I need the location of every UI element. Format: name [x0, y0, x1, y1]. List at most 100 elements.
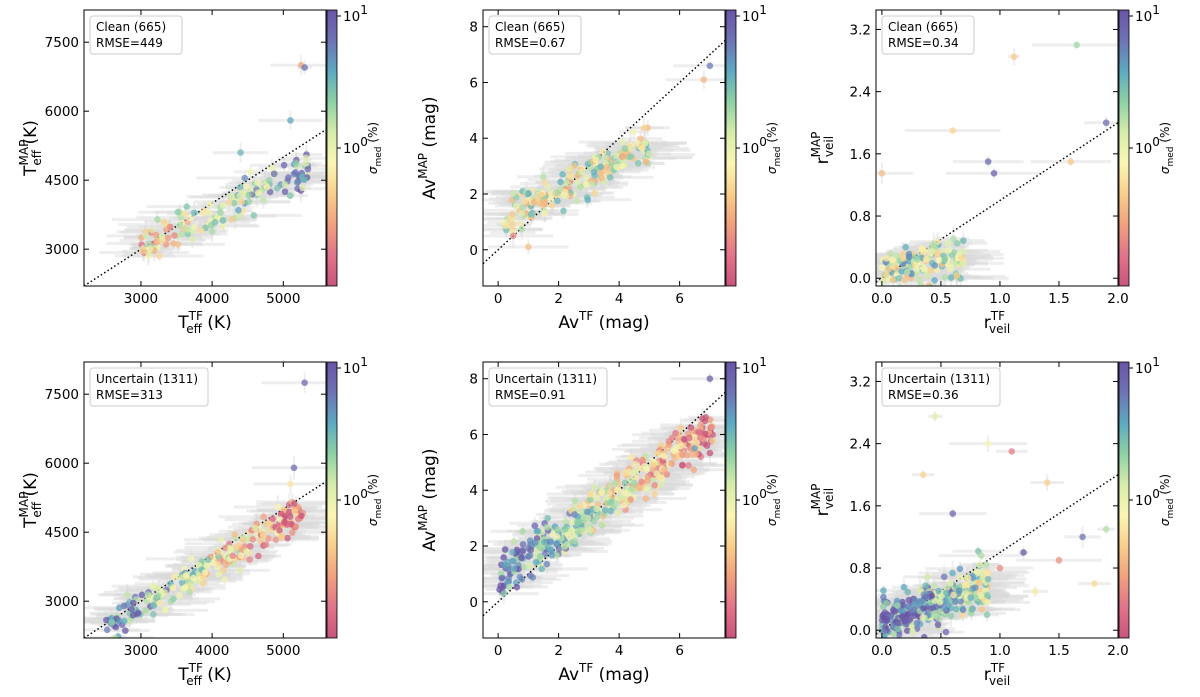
data-point [219, 567, 227, 574]
data-point [909, 628, 916, 635]
data-point [603, 494, 611, 501]
data-point [924, 573, 931, 581]
data-point [621, 469, 629, 476]
data-point [642, 158, 650, 165]
data-point [902, 243, 909, 251]
data-point [199, 580, 207, 587]
panel-uncertain-av: 0 2 4 6 0 2 4 6 8 AvTF (mag) AvMAP (mag) Uncertain … [416, 355, 783, 685]
x-tick-label: 2 [554, 643, 563, 659]
data-point [884, 266, 892, 273]
data-point [262, 541, 270, 548]
y-tick-label: 3000 [45, 242, 79, 258]
x-tick-label: 0 [494, 291, 503, 307]
data-point [232, 544, 239, 552]
data-point [227, 193, 234, 200]
data-point [566, 173, 574, 180]
data-point [191, 223, 198, 231]
data-point [150, 602, 157, 609]
data-point [634, 159, 642, 167]
x-tick-label: 0.0 [871, 643, 892, 659]
x-tick-label: 0 [494, 643, 503, 659]
data-point [230, 199, 238, 207]
data-point [145, 240, 153, 248]
data-point [606, 174, 614, 181]
data-point [587, 496, 594, 504]
data-point [941, 256, 949, 263]
data-layer [84, 372, 326, 638]
data-point [513, 583, 521, 591]
data-point [161, 589, 168, 596]
data-point [931, 413, 939, 420]
data-point [547, 195, 555, 203]
data-point [1055, 556, 1063, 564]
x-axis-label: rTF veil [984, 661, 1010, 688]
panel-uncertain-teff: 3000 4000 5000 3000 4500 6000 7500 TTF eff (K) TM… [17, 355, 384, 688]
data-point [903, 268, 911, 276]
x-tick-label: 6 [675, 291, 684, 307]
data-point [153, 238, 161, 246]
data-point [643, 485, 650, 493]
data-point [164, 234, 172, 242]
data-point [964, 574, 972, 582]
data-point [598, 522, 606, 529]
data-point [206, 201, 214, 208]
data-point [243, 548, 251, 555]
data-point [922, 593, 929, 601]
y-tick-label: 2 [469, 187, 478, 203]
data-point [288, 529, 296, 536]
data-point [612, 500, 620, 507]
data-point [683, 452, 691, 459]
plot-area [84, 10, 326, 286]
data-point [904, 588, 912, 596]
data-point [947, 612, 955, 620]
data-point [900, 255, 907, 262]
y-tick-label: 7500 [45, 35, 79, 51]
data-point [534, 196, 542, 204]
legend-rmse: RMSE=0.67 [495, 36, 566, 50]
data-point [548, 202, 556, 209]
data-point [176, 592, 183, 599]
y-tick-label: 0 [469, 243, 478, 259]
data-point [505, 583, 513, 591]
data-point [630, 128, 637, 136]
data-point [199, 209, 207, 217]
data-point [544, 514, 552, 522]
data-point [906, 640, 913, 647]
x-axis-label: TTF eff (K) [177, 309, 231, 336]
data-point [222, 544, 229, 552]
legend-box [488, 15, 582, 55]
data-point [583, 174, 590, 181]
data-point [302, 160, 310, 168]
x-tick-label: 5000 [266, 291, 300, 307]
data-point [904, 627, 911, 635]
data-point [926, 605, 934, 612]
data-point [657, 474, 665, 482]
data-point [500, 554, 507, 561]
plot-area [483, 10, 725, 286]
data-point [215, 570, 223, 578]
data-point [518, 226, 526, 233]
data-point [1010, 53, 1018, 60]
data-point [700, 76, 708, 83]
data-point [880, 587, 887, 594]
data-point [150, 611, 157, 618]
data-point [591, 483, 598, 491]
data-point [166, 223, 174, 231]
data-point [927, 283, 934, 286]
data-point [246, 556, 253, 563]
data-point [301, 379, 308, 387]
data-point [668, 460, 676, 468]
data-point [541, 210, 549, 217]
data-point [949, 510, 957, 517]
y-axis-label: rMAPveil [809, 484, 836, 517]
data-point [214, 561, 222, 568]
data-point [918, 598, 926, 605]
data-point [247, 543, 254, 550]
data-layer [876, 411, 1118, 647]
colorbar-tick-label: 100 [742, 135, 767, 157]
data-point [500, 590, 508, 597]
data-point [627, 453, 635, 461]
data-point [952, 598, 959, 605]
data-point [619, 162, 626, 170]
